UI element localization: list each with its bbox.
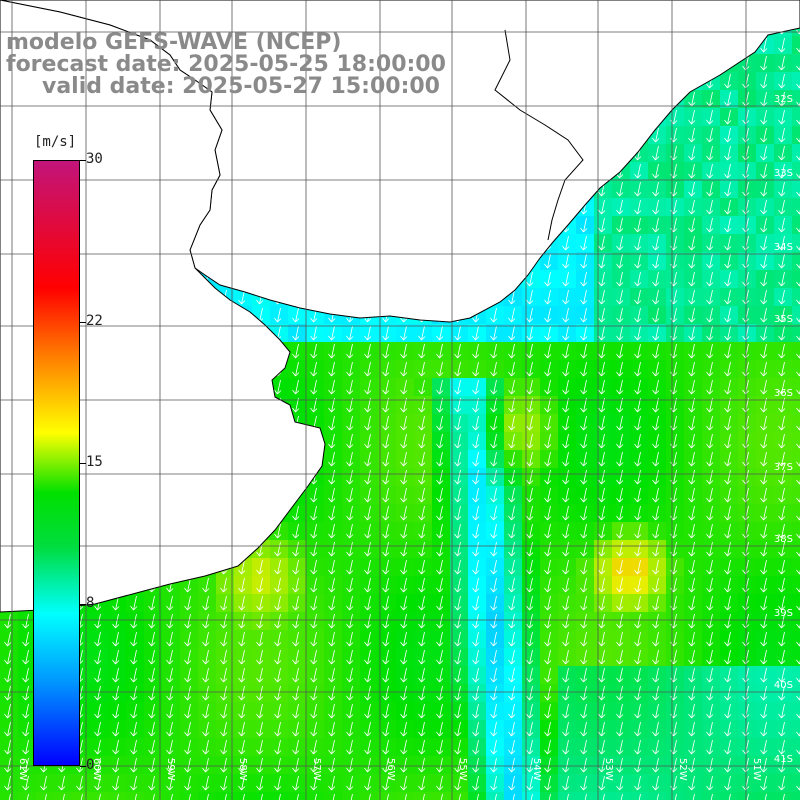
latitude-label: 35S (774, 314, 793, 325)
latitude-label: 32S (774, 94, 793, 105)
latitude-label: 37S (774, 462, 793, 473)
longitude-label: 57W (311, 758, 322, 781)
longitude-label: 55W (457, 758, 468, 781)
longitude-label: 59W (165, 758, 176, 781)
latitude-label: 36S (774, 388, 793, 399)
colorbar (33, 160, 80, 766)
colorbar-tick-label: 8 (86, 595, 94, 611)
latitude-label: 39S (774, 608, 793, 619)
colorbar-tick-label: 15 (86, 454, 103, 470)
longitude-label: 52W (677, 758, 688, 781)
latitude-label: 34S (774, 242, 793, 253)
longitude-label: 53W (603, 758, 614, 781)
colorbar-tick-mark (80, 463, 86, 464)
longitude-label: 51W (751, 758, 762, 781)
latitude-label: 33S (774, 168, 793, 179)
longitude-label: 54W (531, 758, 542, 781)
colorbar-tick-mark (80, 604, 86, 605)
latitude-label: 40S (774, 680, 793, 691)
latitude-label: 38S (774, 534, 793, 545)
valid-date: valid date: 2025-05-27 15:00:00 (42, 75, 440, 99)
longitude-label: 56W (385, 758, 396, 781)
colorbar-units: [m/s] (34, 134, 76, 150)
colorbar-tick-label: 22 (86, 313, 103, 329)
colorbar-tick-mark (80, 160, 86, 161)
latitude-label: 41S (774, 754, 793, 765)
colorbar-tick-label: 0 (86, 757, 94, 773)
colorbar-tick-label: 30 (86, 151, 103, 167)
longitude-label: 58W (237, 758, 248, 781)
colorbar-tick-mark (80, 766, 86, 767)
longitude-label: 61W (17, 758, 28, 781)
colorbar-tick-mark (80, 322, 86, 323)
